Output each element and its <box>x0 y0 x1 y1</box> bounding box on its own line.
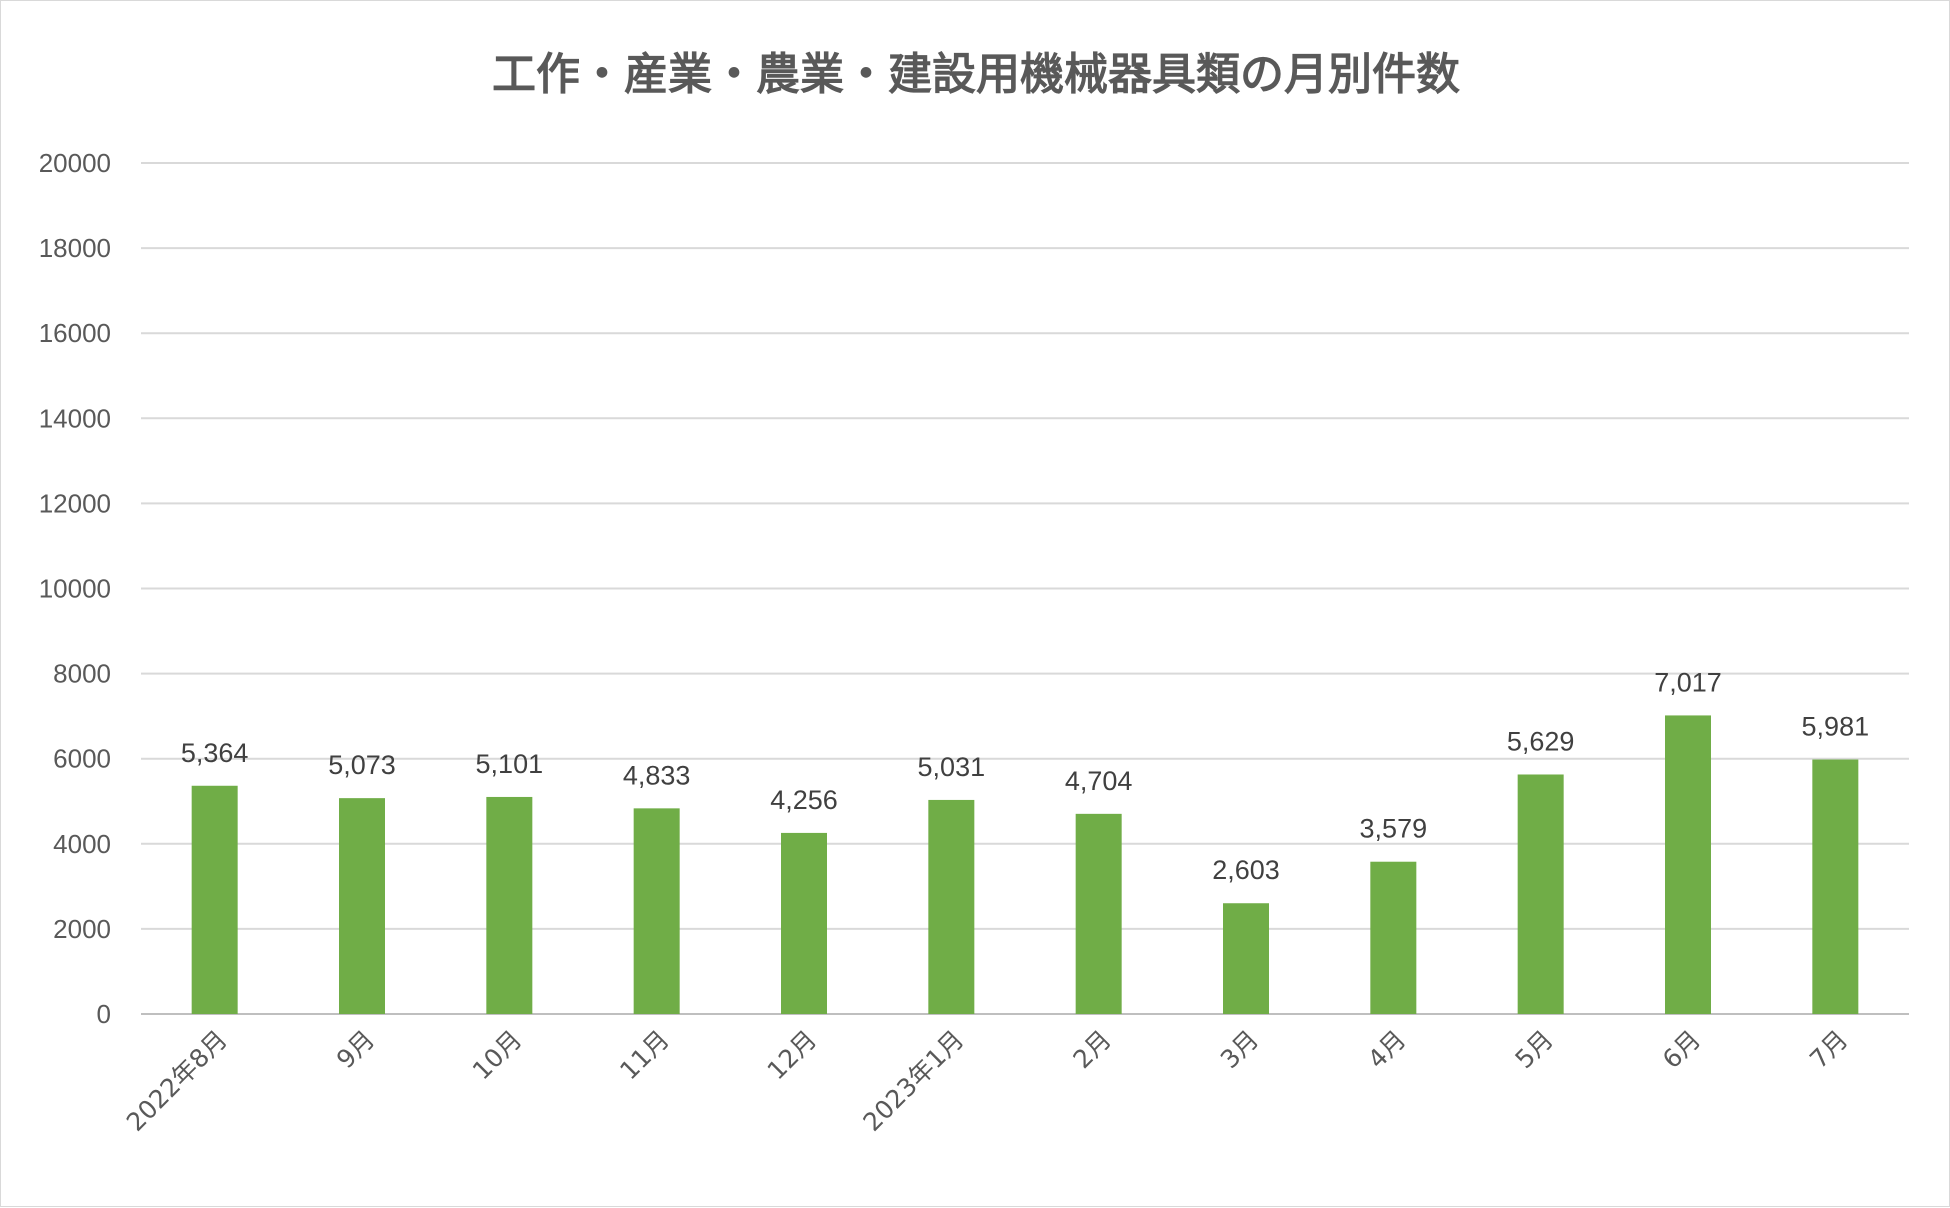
bar <box>339 798 385 1014</box>
x-tick-label: 7月 <box>1804 1025 1853 1074</box>
bar <box>1517 774 1564 1014</box>
bars <box>191 715 1859 1014</box>
bar <box>1812 759 1859 1014</box>
data-label: 5,364 <box>181 738 249 768</box>
x-tick-label: 5月 <box>1509 1025 1558 1074</box>
y-tick-label: 14000 <box>39 403 111 433</box>
gridlines <box>141 162 1909 1015</box>
x-tick-label: 6月 <box>1657 1025 1706 1074</box>
x-tick-label: 2月 <box>1067 1025 1116 1074</box>
x-tick-label: 10月 <box>467 1025 528 1086</box>
y-tick-label: 20000 <box>39 148 111 178</box>
x-tick-label: 3月 <box>1215 1025 1264 1074</box>
data-label: 7,017 <box>1654 667 1722 697</box>
bar <box>191 785 238 1014</box>
y-tick-label: 12000 <box>39 488 111 518</box>
bar <box>1075 813 1122 1014</box>
y-tick-label: 0 <box>97 999 111 1029</box>
bar <box>928 799 975 1014</box>
x-tick-label: 2022年8月 <box>121 1025 233 1137</box>
data-label: 4,833 <box>623 760 691 790</box>
data-label: 4,704 <box>1065 766 1133 796</box>
bar <box>633 808 680 1014</box>
data-label: 5,981 <box>1802 712 1870 742</box>
data-label: 3,579 <box>1360 814 1428 844</box>
bar <box>1370 861 1417 1014</box>
chart-title: 工作・産業・農業・建設用機械器具類の月別件数 <box>492 49 1460 100</box>
bar <box>1223 903 1269 1014</box>
x-axis-ticks: 2022年8月 9月 10月 11月 12月 2023年1月 2月 3月 4月 5月 6月 7月 <box>121 1025 1854 1137</box>
y-tick-label: 4000 <box>53 829 111 859</box>
data-label: 5,073 <box>328 750 396 780</box>
y-tick-label: 16000 <box>39 318 111 348</box>
y-tick-label: 8000 <box>53 659 111 689</box>
y-tick-label: 10000 <box>39 574 111 604</box>
data-labels: 5,364 5,073 5,101 4,833 4,256 5,031 4,704 2,603… <box>181 667 1869 885</box>
bar <box>1665 715 1711 1014</box>
x-tick-label: 2023年1月 <box>857 1025 969 1137</box>
y-tick-label: 2000 <box>53 914 111 944</box>
bar <box>781 832 827 1014</box>
bar <box>486 796 533 1014</box>
data-label: 2,603 <box>1212 855 1280 885</box>
data-label: 5,101 <box>476 749 544 779</box>
x-tick-label: 4月 <box>1362 1025 1411 1074</box>
y-tick-label: 6000 <box>53 744 111 774</box>
y-tick-label: 18000 <box>39 233 111 263</box>
y-axis-ticks: 0 2000 4000 6000 8000 10000 12000 14000 16000 180… <box>39 148 111 1029</box>
x-tick-label: 12月 <box>762 1025 823 1086</box>
data-label: 4,256 <box>770 785 838 815</box>
data-label: 5,629 <box>1507 726 1575 756</box>
x-tick-label: 11月 <box>614 1025 675 1086</box>
x-tick-label: 9月 <box>331 1025 380 1074</box>
data-label: 5,031 <box>918 752 986 782</box>
